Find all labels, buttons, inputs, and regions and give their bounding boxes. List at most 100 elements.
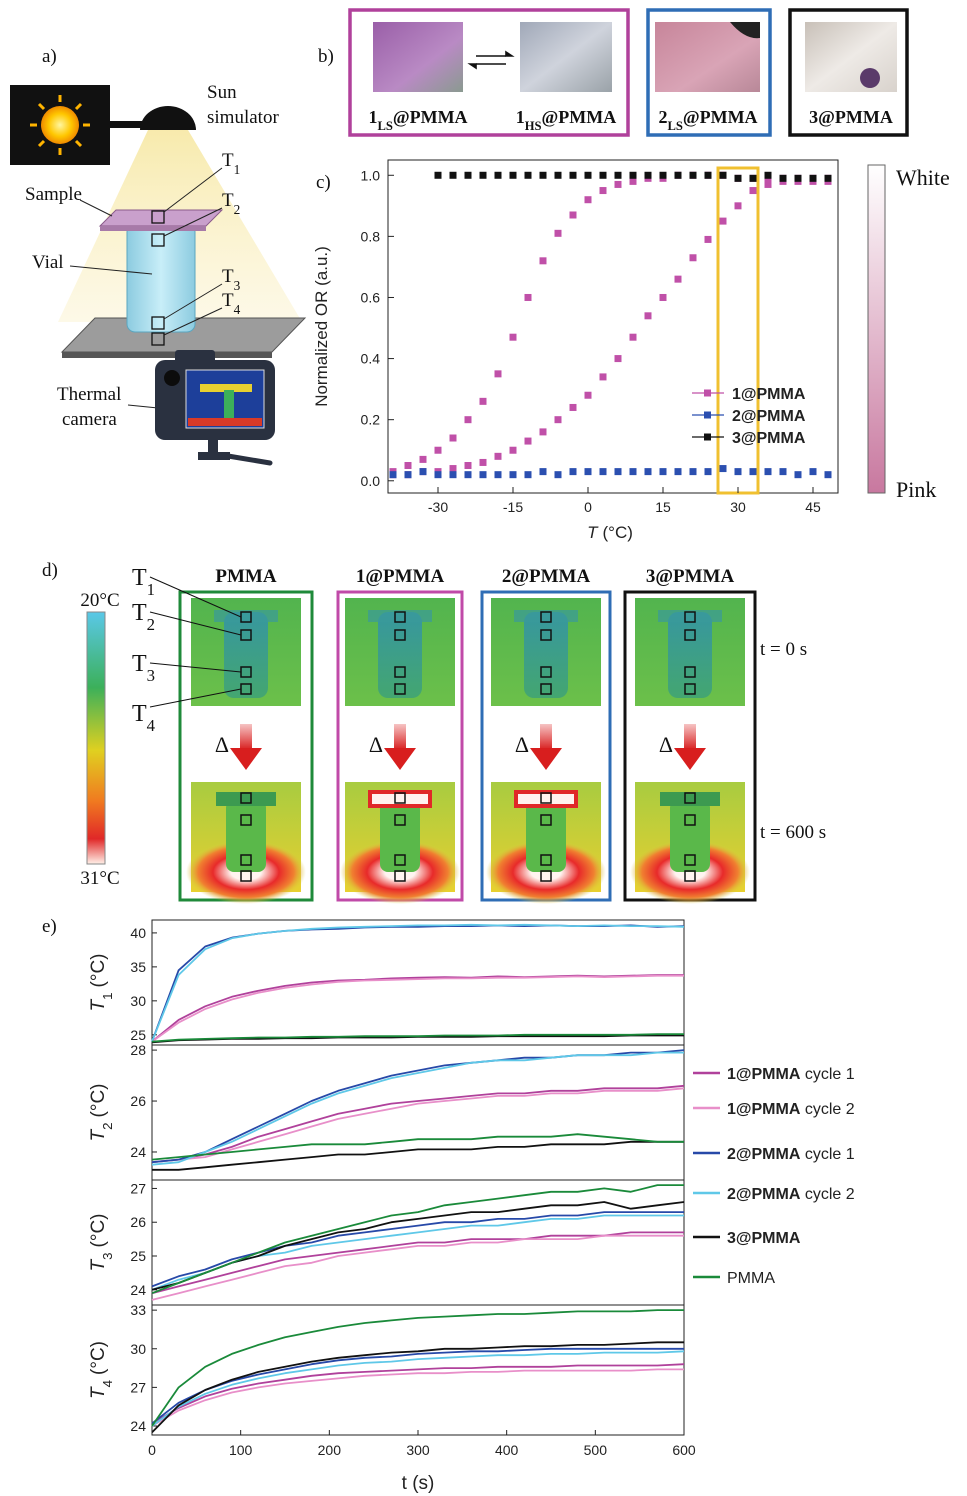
equilibrium-arrows [467, 50, 515, 70]
sensor-box [394, 814, 406, 826]
marker [674, 171, 682, 179]
marker [644, 468, 652, 476]
y-tick-label: 35 [130, 959, 146, 975]
sensor-label: T4 [132, 701, 156, 735]
marker [704, 468, 712, 476]
marker [479, 458, 487, 466]
chart-e: 25303540T1(°C)242628T2(°C)24252627T3(°C)… [88, 919, 855, 1494]
sensor-leader [149, 688, 242, 708]
photo [373, 22, 463, 92]
marker [644, 171, 652, 179]
thermal-vial [224, 612, 268, 698]
photo-label: 2LS@PMMA [658, 107, 757, 133]
sensor-box [540, 611, 552, 623]
sensor-box [540, 870, 552, 882]
line [151, 923, 685, 1042]
marker [464, 416, 472, 424]
marker [659, 293, 667, 301]
marker [554, 171, 562, 179]
marker [404, 462, 412, 470]
heat-arrow [684, 724, 696, 750]
thermal-plate [368, 610, 432, 622]
sensor-label: T1 [222, 150, 240, 177]
thermal-column: 1@PMMA Δ [336, 566, 464, 904]
marker [584, 196, 592, 204]
lamp [140, 106, 196, 130]
marker [584, 391, 592, 399]
scale-label: 31°C [80, 868, 119, 889]
y-tick-label: 26 [130, 1093, 146, 1109]
thermal-plate [658, 610, 722, 622]
time-label: t = 600 s [760, 822, 826, 843]
legend-label: 2@PMMA cycle 2 [727, 1186, 855, 1203]
x-tick-label: 0 [148, 1442, 156, 1458]
thermal-vial [524, 612, 568, 698]
marker [524, 171, 532, 179]
marker [734, 202, 742, 210]
y-axis-label-part: (°C) [88, 1214, 109, 1248]
marker [419, 455, 427, 463]
marker [629, 333, 637, 341]
sensor-boxes [151, 210, 165, 346]
marker [494, 471, 502, 479]
stage-edge [62, 352, 272, 358]
y-tick-label: 0.6 [361, 289, 381, 305]
marker [569, 403, 577, 411]
y-tick-label: 27 [130, 1379, 146, 1395]
x-tick-label: 100 [229, 1442, 253, 1458]
camera-lens [164, 370, 180, 386]
marker [719, 217, 727, 225]
marker [509, 446, 517, 454]
thermal-plate [216, 792, 276, 806]
line [151, 1231, 684, 1295]
marker [494, 452, 502, 460]
photo-label-part: LS [377, 119, 392, 133]
y-axis-label-part: 4 [100, 1380, 115, 1387]
sample-name: 1@PMMA [356, 566, 445, 587]
sensor-box [394, 870, 406, 882]
legend-label: 1@PMMA cycle 1 [727, 1066, 855, 1083]
y-axis-label-part: T [88, 1259, 109, 1272]
delta: Δ [515, 732, 529, 757]
marker [479, 397, 487, 405]
line [151, 1347, 684, 1425]
y-axis-label-part: T [88, 1129, 109, 1142]
line [152, 1140, 684, 1171]
sensor-box [684, 792, 696, 804]
marker [749, 174, 757, 182]
sensor-label-part: 2 [147, 615, 155, 634]
marker [464, 462, 472, 470]
camera-screen-floor [188, 418, 262, 426]
sensor-label-part: T [222, 150, 234, 171]
marker [779, 468, 787, 476]
sensor-box [540, 666, 552, 678]
line [151, 1363, 685, 1425]
photo-label-part: @PMMA [683, 107, 758, 127]
thermal-vial [226, 800, 266, 872]
marker [659, 468, 667, 476]
y-tick-label: 26 [130, 1214, 146, 1230]
marker [569, 468, 577, 476]
line [151, 1368, 684, 1427]
photo-label-part: HS [525, 119, 542, 133]
y-axis-label: T4 (°C) [88, 1341, 115, 1399]
marker [659, 171, 667, 179]
x-tick-label: -30 [428, 499, 448, 515]
marker [734, 174, 742, 182]
y-tick-label: 0.8 [361, 228, 381, 244]
thermal-vial [670, 800, 710, 872]
line [151, 1341, 684, 1434]
sensor-label-part: 1 [147, 580, 155, 599]
x-axis-label: T (°C) [587, 523, 633, 542]
sensor-box [540, 629, 552, 641]
sensor-box [240, 792, 252, 804]
line [151, 1084, 685, 1164]
legend-marker [704, 389, 711, 397]
line [151, 1033, 684, 1043]
thermal-vial [668, 612, 712, 698]
x-tick-label: 15 [655, 499, 671, 515]
legend-label: 2@PMMA [732, 408, 806, 425]
sensor-box [394, 611, 406, 623]
tripod-head [198, 452, 230, 460]
marker [809, 468, 817, 476]
